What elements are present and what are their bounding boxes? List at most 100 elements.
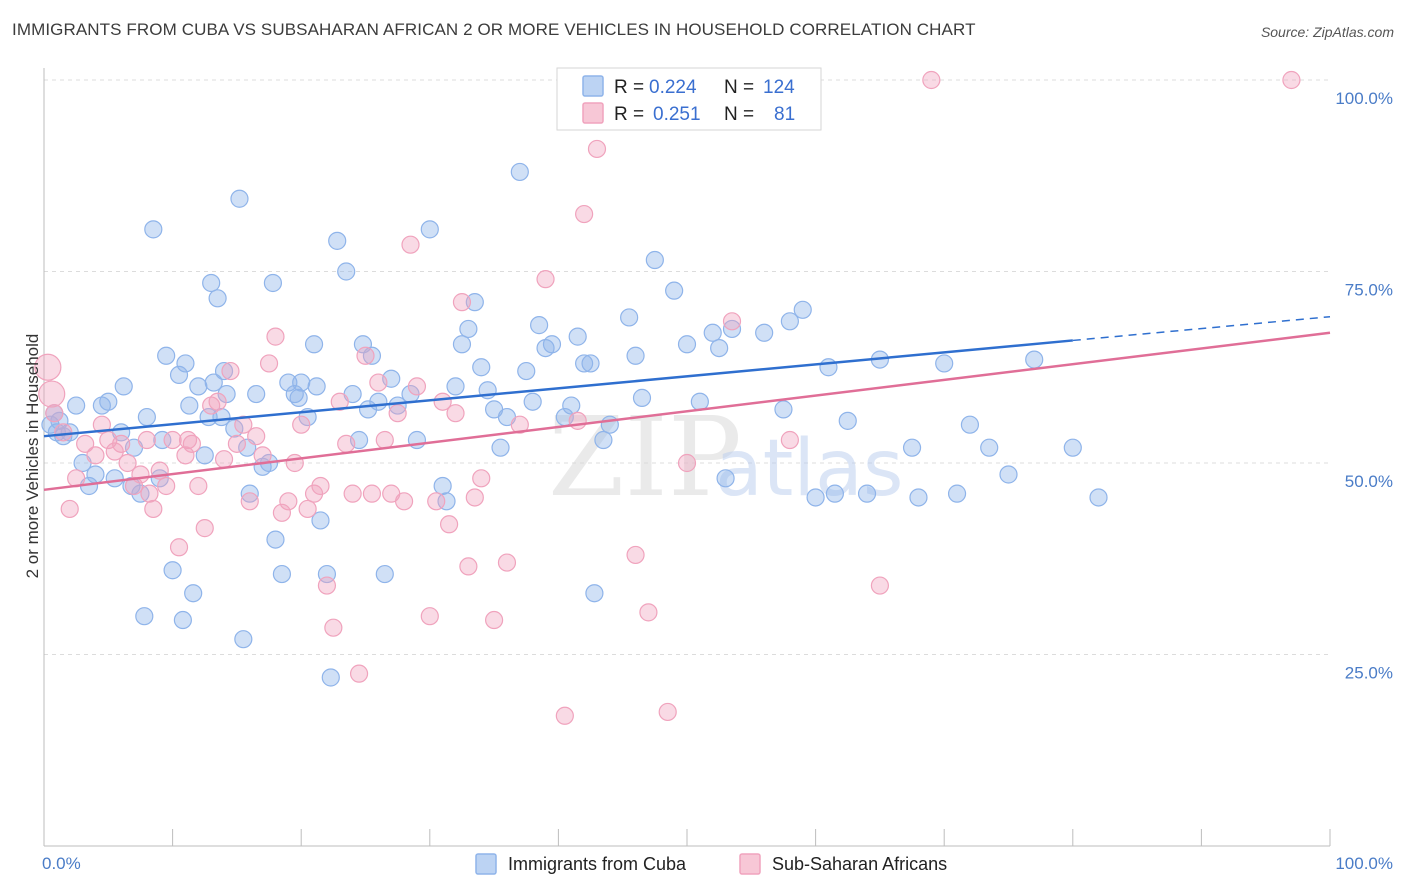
legend-r-value-africa: 0.251: [653, 104, 701, 125]
cuba-point-52: [289, 388, 308, 407]
africa-point-66: [459, 557, 478, 576]
bottom-legend-label-africa: Sub-Saharan Africans: [772, 854, 947, 874]
africa-point-8: [92, 415, 111, 434]
cuba-point-39: [225, 419, 244, 438]
africa-point-76: [587, 139, 607, 159]
cuba-point-43: [240, 484, 259, 503]
africa-point-33: [240, 492, 259, 511]
cuba-point-126: [999, 465, 1018, 484]
africa-point-16: [140, 484, 159, 503]
africa-point-60: [420, 607, 439, 626]
x-tick-label-max: 100.0%: [1335, 854, 1393, 873]
cuba-point-27: [176, 354, 195, 373]
cuba-point-88: [530, 316, 549, 335]
cuba-point-90: [542, 335, 562, 354]
africa-point-46: [324, 618, 343, 637]
series-cuba-points: [41, 162, 1108, 687]
cuba-point-120: [902, 438, 922, 457]
watermark-atlas: atlas: [715, 424, 904, 514]
cuba-point-24: [163, 561, 182, 580]
x-tick-label-min: 0.0%: [42, 854, 81, 873]
africa-point-69: [485, 610, 504, 630]
africa-point-83: [870, 576, 890, 595]
cuba-point-67: [369, 392, 388, 411]
legend-n-label-cuba: N =: [724, 77, 754, 98]
legend-r-label-africa: R =: [614, 104, 644, 125]
africa-point-2: [45, 404, 64, 423]
cuba-point-116: [825, 484, 844, 503]
cuba-point-11: [99, 392, 118, 411]
cuba-point-127: [1025, 350, 1044, 369]
cuba-point-28: [180, 396, 199, 415]
cuba-point-123: [947, 484, 967, 503]
bottom-legend: Immigrants from Cuba Sub-Saharan African…: [475, 853, 947, 875]
africa-point-85: [1282, 70, 1301, 90]
cuba-point-31: [195, 446, 214, 465]
africa-point-34: [247, 427, 266, 446]
cuba-point-102: [645, 250, 664, 270]
cuba-point-59: [321, 668, 340, 687]
cuba-point-73: [420, 220, 439, 239]
africa-point-71: [510, 415, 529, 434]
cuba-point-101: [632, 388, 652, 407]
africa-point-61: [427, 492, 446, 511]
africa-point-74: [568, 411, 587, 430]
africa-point-41: [292, 415, 311, 434]
watermark-zip: ZIP: [548, 393, 742, 521]
cuba-point-87: [523, 392, 542, 411]
africa-point-37: [266, 327, 285, 346]
cuba-point-53: [292, 373, 311, 392]
cuba-point-128: [1063, 438, 1082, 457]
cuba-point-117: [838, 411, 857, 430]
y-tick-label-75: 75.0%: [1345, 281, 1393, 300]
cuba-point-29: [184, 584, 203, 603]
africa-point-54: [375, 430, 394, 450]
africa-point-78: [639, 603, 658, 622]
y-tick-label-50: 50.0%: [1345, 472, 1393, 491]
legend-box: R = 0.224 N = 124 R = 0.251 N = 81: [556, 67, 822, 131]
y-tick-labels: 25.0% 50.0% 75.0% 100.0%: [1335, 89, 1393, 683]
africa-point-36: [259, 354, 279, 373]
africa-point-32: [234, 415, 253, 434]
cuba-point-86: [517, 361, 536, 381]
trend-line-cuba-extension: [1072, 315, 1331, 342]
cuba-point-80: [472, 358, 491, 377]
legend-n-label-africa: N =: [724, 104, 754, 125]
africa-point-42: [298, 499, 317, 519]
africa-point-53: [369, 373, 388, 392]
africa-point-80: [677, 453, 697, 473]
cuba-point-125: [980, 438, 999, 457]
cuba-point-37: [214, 361, 234, 381]
africa-point-7: [86, 446, 105, 465]
cuba-point-66: [362, 346, 382, 365]
africa-point-1: [38, 380, 66, 408]
africa-point-52: [362, 484, 382, 503]
cuba-point-77: [452, 335, 472, 354]
cuba-point-57: [311, 511, 330, 530]
series-africa-points: [34, 70, 1301, 725]
bottom-legend-swatch-africa: [739, 853, 761, 875]
chart-title: IMMIGRANTS FROM CUBA VS SUBSAHARAN AFRIC…: [12, 20, 976, 39]
africa-point-21: [169, 538, 189, 557]
africa-point-73: [555, 706, 574, 725]
africa-point-25: [189, 476, 208, 496]
legend-n-value-africa: 81: [774, 104, 795, 125]
africa-point-72: [536, 270, 555, 289]
cuba-point-19: [137, 407, 156, 427]
cuba-point-41: [234, 630, 253, 649]
africa-point-24: [182, 434, 201, 453]
cuba-point-35: [208, 289, 227, 308]
cuba-point-94: [575, 354, 594, 373]
cuba-point-107: [710, 339, 729, 358]
legend-r-label-cuba: R =: [614, 77, 644, 98]
africa-point-70: [497, 553, 517, 572]
africa-point-51: [356, 346, 375, 365]
africa-point-14: [131, 465, 150, 484]
cuba-point-93: [568, 327, 587, 346]
cuba-point-111: [774, 400, 793, 419]
cuba-point-48: [266, 530, 285, 549]
trend-line-cuba: [43, 339, 1073, 438]
cuba-point-92: [562, 396, 581, 415]
cuba-point-106: [703, 323, 722, 342]
y-axis-title: 2 or more Vehicles in Household: [23, 334, 42, 579]
